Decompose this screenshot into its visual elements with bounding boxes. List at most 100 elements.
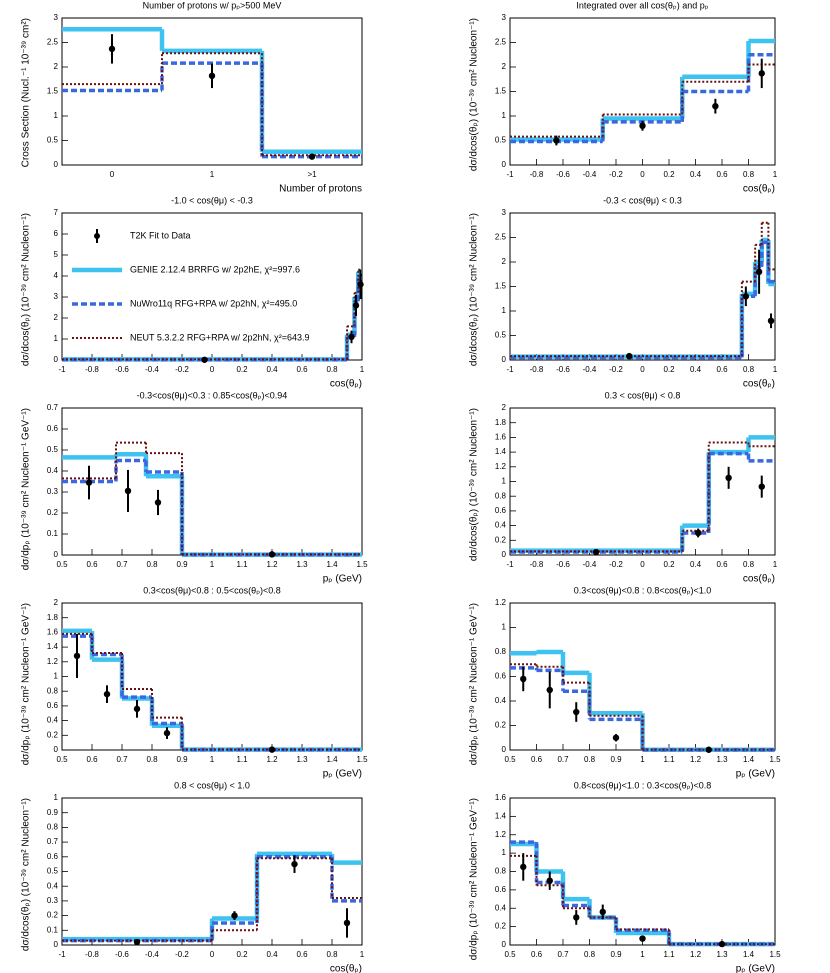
y-tick-label: 0.5 — [495, 331, 507, 340]
data-point — [357, 281, 364, 288]
x-tick-label: 0.8 — [584, 755, 596, 764]
y-tick-label: 0.8 — [495, 491, 507, 500]
x-tick-label: 1.4 — [326, 755, 338, 764]
y-axis-label: dσ/dpₚ (10⁻³⁹ cm² Nucleon⁻¹ GeV⁻¹) — [21, 603, 32, 765]
y-tick-label: 0.8 — [495, 647, 507, 656]
y-tick-label: 0.2 — [47, 730, 59, 739]
x-tick-label: -0.8 — [85, 365, 99, 374]
x-tick-label: 0.4 — [690, 170, 702, 179]
y-tick-label: 3 — [502, 13, 507, 22]
plot-frame — [61, 602, 363, 751]
chart-title: -0.3<cos(θμ)<0.3 : 0.85<cos(θₚ)<0.94 — [137, 390, 288, 400]
x-tick-label: 0.7 — [557, 950, 569, 959]
data-point — [308, 153, 316, 160]
x-axis-label: cos(θₚ) — [743, 574, 775, 585]
y-axis-label: dσ/dpₚ (10⁻³⁹ cm² Nucleon⁻¹ GeV⁻¹) — [469, 798, 480, 960]
y-axis-label: dσ/dcos(θₚ) (10⁻³⁹ cm² Nucleon⁻¹) — [21, 798, 32, 951]
y-axis-label: Cross Section (Nucl.⁻¹ 10⁻³⁹ cm²) — [21, 18, 32, 167]
x-axis-label: cos(θₚ) — [743, 379, 775, 390]
y-tick-label: 0.7 — [47, 837, 59, 846]
data-point — [73, 652, 81, 660]
x-tick-label: -0.2 — [609, 365, 623, 374]
x-tick-label: 0.9 — [176, 755, 188, 764]
data-point — [553, 137, 560, 144]
y-tick-label: 0.6 — [495, 672, 507, 681]
y-tick-label: 1.6 — [495, 793, 507, 802]
y-tick-label: 0 — [54, 550, 59, 559]
y-tick-label: 1.5 — [47, 87, 59, 96]
x-tick-label: 0 — [210, 950, 215, 959]
y-tick-label: 0 — [502, 745, 507, 754]
data-point — [758, 70, 765, 77]
y-tick-label: 0.6 — [495, 506, 507, 515]
data-point — [639, 935, 646, 942]
x-tick-label: 0.7 — [557, 755, 569, 764]
y-tick-label: 0.2 — [47, 911, 59, 920]
x-tick-label: 0.2 — [236, 365, 248, 374]
data-point — [343, 919, 351, 927]
data-point — [712, 103, 719, 110]
chart-title: 0.3<cos(θμ)<0.8 : 0.8<cos(θₚ)<1.0 — [574, 585, 712, 595]
data-point — [520, 675, 527, 683]
y-tick-label: 1 — [54, 111, 59, 120]
x-tick-label: -0.6 — [556, 365, 570, 374]
x-tick-label: 0.5 — [56, 560, 68, 569]
data-point — [694, 529, 702, 537]
x-tick-label: 1.5 — [356, 560, 368, 569]
x-tick-label: 1 — [210, 755, 215, 764]
y-tick-label: 0.2 — [47, 508, 59, 517]
x-tick-label: 0.2 — [663, 560, 675, 569]
y-tick-label: 1.5 — [495, 282, 507, 291]
x-tick-label: -0.8 — [85, 950, 99, 959]
plot-frame — [509, 407, 776, 556]
y-tick-label: 1 — [502, 306, 507, 315]
x-tick-label: 0.9 — [610, 755, 622, 764]
y-axis-label: dσ/dpₚ (10⁻³⁹ cm² Nucleon⁻¹ GeV⁻¹) — [469, 603, 480, 765]
x-tick-label: -0.2 — [609, 170, 623, 179]
y-tick-label: 1.4 — [495, 447, 507, 456]
x-tick-label: 1.4 — [743, 950, 755, 959]
x-tick-label: 1.1 — [663, 755, 675, 764]
x-tick-label: 0.8 — [743, 170, 755, 179]
data-point — [154, 499, 162, 506]
x-tick-label: 0.8 — [146, 755, 158, 764]
legend-point — [94, 233, 100, 239]
data-point — [163, 729, 171, 737]
y-tick-label: 0.8 — [47, 823, 59, 832]
y-tick-label: 2.5 — [495, 233, 507, 242]
x-tick-label: 0.8 — [326, 365, 338, 374]
x-tick-label: 0 — [110, 170, 115, 179]
y-tick-label: 1 — [54, 793, 59, 802]
chart-title: 0.8<cos(θμ)<1.0 : 0.3<cos(θₚ)<0.8 — [574, 780, 712, 790]
data-point — [291, 860, 298, 868]
x-axis-label: cos(θₚ) — [743, 184, 775, 195]
y-tick-label: 0 — [54, 355, 59, 364]
x-tick-label: 1.3 — [716, 755, 728, 764]
x-tick-label: -1 — [506, 170, 514, 179]
x-tick-label: 0.6 — [716, 170, 728, 179]
x-tick-label: 0.7 — [116, 755, 128, 764]
y-tick-label: 0 — [54, 745, 59, 754]
data-point — [348, 333, 355, 341]
data-point — [108, 45, 116, 53]
y-tick-label: 4 — [54, 271, 59, 280]
y-tick-label: 0.2 — [495, 721, 507, 730]
plot-frame — [509, 212, 776, 361]
data-point — [133, 938, 141, 946]
y-tick-label: 1.5 — [495, 87, 507, 96]
x-tick-label: 0.6 — [531, 755, 543, 764]
y-tick-label: 1.2 — [495, 830, 507, 839]
chart-title: 0.3 < cos(θμ) < 0.8 — [605, 390, 681, 400]
x-tick-label: 0.5 — [504, 950, 516, 959]
data-point — [755, 268, 763, 275]
x-tick-label: 1.4 — [743, 755, 755, 764]
data-point — [124, 487, 132, 495]
x-tick-label: 1.4 — [326, 560, 338, 569]
data-point — [85, 479, 93, 486]
y-tick-label: 2 — [502, 403, 507, 412]
x-axis-label: pₚ (GeV) — [736, 964, 775, 973]
y-tick-label: 0.5 — [47, 867, 59, 876]
y-axis-label: dσ/dcos(θₚ) (10⁻³⁹ cm² Nucleon⁻¹) — [469, 213, 480, 366]
x-tick-label: 1.3 — [296, 755, 308, 764]
y-tick-label: 1.6 — [495, 433, 507, 442]
